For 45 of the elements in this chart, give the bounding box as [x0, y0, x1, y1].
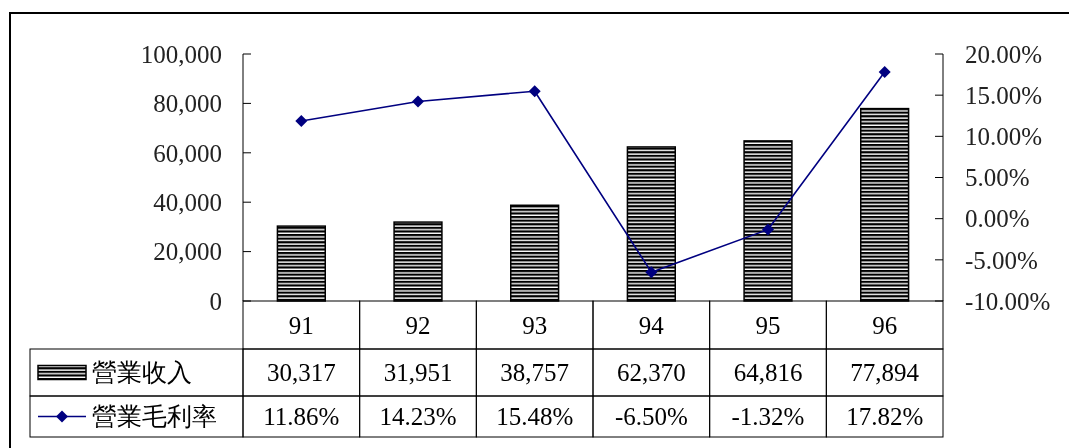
data-label: 11.86%	[263, 403, 340, 431]
x-tick-label: 96	[872, 311, 898, 339]
data-label: 30,317	[266, 359, 336, 387]
y-tick-label: 60,000	[153, 139, 222, 167]
bar	[743, 140, 793, 302]
point	[528, 85, 541, 98]
point	[878, 65, 891, 78]
y2-tick-label: 0.00%	[965, 205, 1030, 233]
bar	[393, 221, 443, 302]
y-tick-label: 40,000	[153, 188, 222, 216]
bar	[510, 204, 560, 302]
y2-tick-label: 20.00%	[965, 40, 1043, 68]
point	[762, 223, 774, 236]
point	[295, 115, 308, 128]
data-label: 62,370	[616, 359, 686, 387]
y2-tick-label: 15.00%	[965, 81, 1043, 109]
y-tick-label: 20,000	[153, 238, 222, 266]
data-label: 15.48%	[496, 403, 574, 431]
data-label: 14.23%	[379, 403, 457, 431]
y2-tick-label: 10.00%	[965, 123, 1043, 151]
bar	[626, 146, 676, 302]
y-tick-label: 80,000	[153, 90, 222, 118]
data-label: 17.82%	[846, 403, 924, 431]
x-tick-label: 92	[405, 311, 431, 339]
bar	[860, 107, 910, 302]
data-label: -6.50%	[614, 403, 688, 431]
data-label: 64,816	[733, 359, 803, 387]
legend-label: 營業毛利率	[92, 403, 217, 431]
y-tick-label: 100,000	[140, 40, 222, 68]
x-tick-label: 91	[288, 311, 314, 339]
x-tick-label: 95	[755, 311, 781, 339]
y2-tick-label: -10.00%	[965, 287, 1051, 315]
x-tick-label: 94	[638, 311, 665, 339]
data-label: 31,951	[383, 359, 453, 387]
point	[412, 95, 424, 108]
point	[645, 266, 658, 279]
data-label: 38,757	[500, 359, 570, 387]
legend-label: 營業收入	[92, 359, 192, 387]
bar	[276, 225, 326, 302]
data-label: -1.32%	[731, 403, 805, 431]
x-tick-label: 93	[522, 311, 548, 339]
y-tick-label: 0	[209, 287, 222, 315]
y2-tick-label: -5.00%	[965, 246, 1038, 274]
data-label: 77,894	[850, 359, 920, 387]
y2-tick-label: 5.00%	[965, 164, 1030, 192]
